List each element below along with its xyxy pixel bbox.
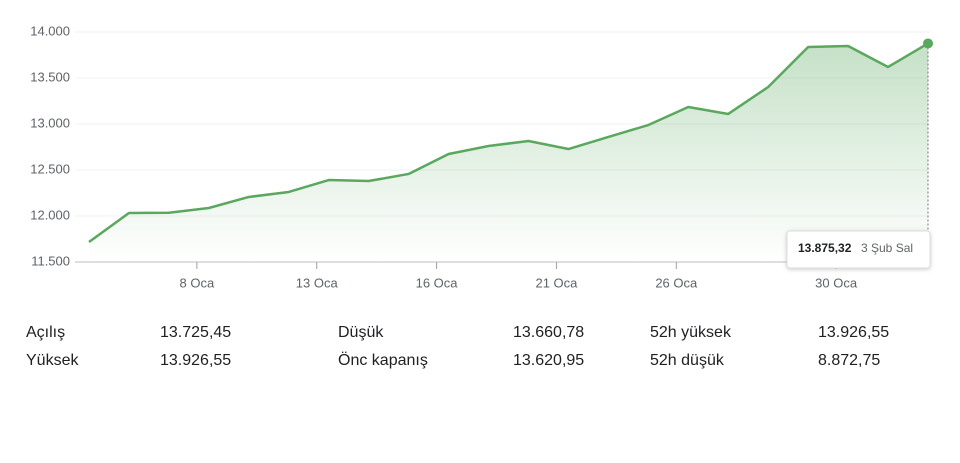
y-tick-label: 13.500: [30, 69, 70, 84]
end-dot: [923, 38, 933, 49]
x-tick-label: 30 Oca: [815, 275, 858, 290]
stat-value: 13.725,45: [160, 324, 231, 341]
x-tick-label: 26 Oca: [655, 275, 698, 290]
stat-value: 13.926,55: [160, 352, 231, 369]
stat-value: 13.660,78: [513, 324, 584, 341]
y-tick-label: 12.500: [30, 161, 70, 176]
stat-label: Önc kapanış: [338, 351, 428, 369]
stat-label: Açılış: [26, 324, 65, 341]
x-tick-label: 21 Oca: [535, 275, 578, 290]
x-tick-label: 16 Oca: [416, 275, 459, 290]
y-tick-label: 13.000: [30, 115, 70, 130]
tooltip-value: 13.875,32: [798, 241, 852, 255]
stat-label: 52h yüksek: [650, 324, 732, 341]
x-tick-label: 8 Oca: [180, 275, 215, 290]
y-tick-label: 12.000: [30, 207, 70, 222]
x-tick-label: 13 Oca: [296, 275, 339, 290]
area-fill: [89, 43, 928, 263]
stat-value: 13.926,55: [818, 324, 889, 341]
tooltip-date: 3 Şub Sal: [861, 241, 913, 255]
stat-label: Düşük: [338, 324, 384, 341]
stat-value: 13.620,95: [513, 352, 584, 369]
price-line: [88, 42, 929, 244]
tooltip-box: [786, 230, 931, 269]
y-tick-label: 14.000: [30, 23, 70, 38]
stat-value: 8.872,75: [818, 352, 880, 369]
stat-label: 52h düşük: [650, 352, 725, 369]
stat-label: Yüksek: [26, 352, 79, 369]
y-tick-label: 11.500: [31, 253, 70, 268]
tooltip: 13.875,32 3 Şub Sal: [786, 230, 931, 269]
